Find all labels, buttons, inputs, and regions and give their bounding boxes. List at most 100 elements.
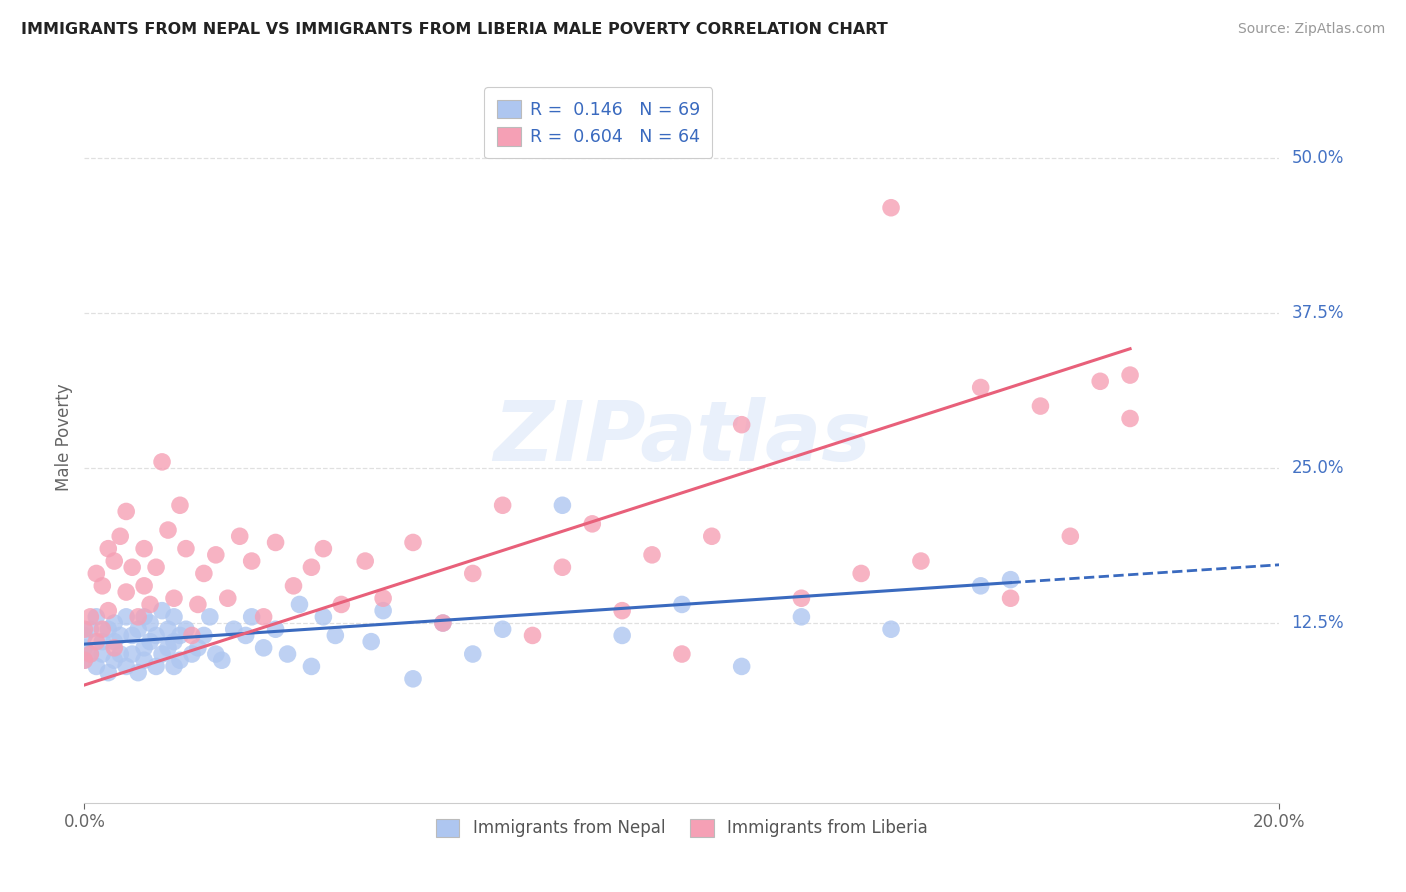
Point <box>103 640 125 655</box>
Point <box>970 380 993 394</box>
Point <box>97 622 120 636</box>
Text: 50.0%: 50.0% <box>1292 149 1344 167</box>
Point <box>402 535 425 549</box>
Point <box>110 647 132 661</box>
Point <box>115 585 138 599</box>
Point <box>217 591 239 606</box>
Point <box>86 634 108 648</box>
Point <box>551 560 574 574</box>
Point <box>301 659 323 673</box>
Point <box>264 622 287 636</box>
Point <box>86 659 108 673</box>
Point <box>73 653 96 667</box>
Point <box>139 634 162 648</box>
Point <box>612 628 634 642</box>
Point <box>73 653 96 667</box>
Point <box>157 622 180 636</box>
Point <box>612 604 634 618</box>
Point <box>103 653 125 667</box>
Text: 12.5%: 12.5% <box>1292 614 1344 632</box>
Point <box>132 640 156 655</box>
Point <box>492 498 515 512</box>
Point <box>121 647 143 661</box>
Point <box>127 665 149 680</box>
Point <box>73 628 96 642</box>
Point <box>277 647 299 661</box>
Point <box>97 665 120 680</box>
Point <box>240 554 263 568</box>
Point <box>198 610 221 624</box>
Point <box>402 672 425 686</box>
Point <box>139 598 162 612</box>
Point <box>312 541 335 556</box>
Point <box>121 628 143 642</box>
Point <box>264 535 287 549</box>
Point <box>970 579 993 593</box>
Point <box>169 498 191 512</box>
Text: ZIPatlas: ZIPatlas <box>494 397 870 477</box>
Point <box>174 622 197 636</box>
Point <box>373 591 395 606</box>
Point <box>150 604 173 618</box>
Point <box>103 554 125 568</box>
Point <box>235 628 257 642</box>
Text: 37.5%: 37.5% <box>1292 304 1344 322</box>
Point <box>253 610 276 624</box>
Point <box>432 615 454 630</box>
Point <box>163 610 186 624</box>
Point <box>301 560 323 574</box>
Point <box>139 615 162 630</box>
Point <box>73 622 96 636</box>
Point <box>700 529 723 543</box>
Point <box>432 615 454 630</box>
Point <box>373 604 395 618</box>
Point <box>522 628 544 642</box>
Point <box>79 647 101 661</box>
Point <box>91 634 114 648</box>
Point <box>222 622 245 636</box>
Point <box>851 566 873 581</box>
Point <box>145 628 167 642</box>
Point <box>121 560 143 574</box>
Point <box>880 622 903 636</box>
Point <box>312 610 335 624</box>
Point <box>132 610 156 624</box>
Text: IMMIGRANTS FROM NEPAL VS IMMIGRANTS FROM LIBERIA MALE POVERTY CORRELATION CHART: IMMIGRANTS FROM NEPAL VS IMMIGRANTS FROM… <box>21 22 887 37</box>
Point <box>1029 399 1052 413</box>
Point <box>193 566 215 581</box>
Point <box>910 554 932 568</box>
Point <box>97 541 120 556</box>
Point <box>73 640 96 655</box>
Point <box>150 647 173 661</box>
Text: Source: ZipAtlas.com: Source: ZipAtlas.com <box>1237 22 1385 37</box>
Point <box>86 610 108 624</box>
Point <box>150 455 173 469</box>
Point <box>163 634 186 648</box>
Point <box>115 659 138 673</box>
Point <box>169 653 191 667</box>
Point <box>253 640 276 655</box>
Text: 25.0%: 25.0% <box>1292 459 1344 477</box>
Point <box>1059 529 1081 543</box>
Point <box>581 516 603 531</box>
Point <box>1119 411 1142 425</box>
Point <box>283 579 305 593</box>
Point <box>671 598 693 612</box>
Point <box>288 598 311 612</box>
Point <box>1119 368 1142 383</box>
Point <box>145 560 167 574</box>
Point <box>492 622 515 636</box>
Point <box>110 628 132 642</box>
Point <box>461 647 484 661</box>
Point <box>91 579 114 593</box>
Point <box>174 541 197 556</box>
Point <box>132 541 156 556</box>
Point <box>110 529 132 543</box>
Point <box>132 579 156 593</box>
Point <box>360 634 382 648</box>
Point <box>880 201 903 215</box>
Point <box>228 529 252 543</box>
Legend: Immigrants from Nepal, Immigrants from Liberia: Immigrants from Nepal, Immigrants from L… <box>427 810 936 846</box>
Point <box>790 591 813 606</box>
Point <box>91 647 114 661</box>
